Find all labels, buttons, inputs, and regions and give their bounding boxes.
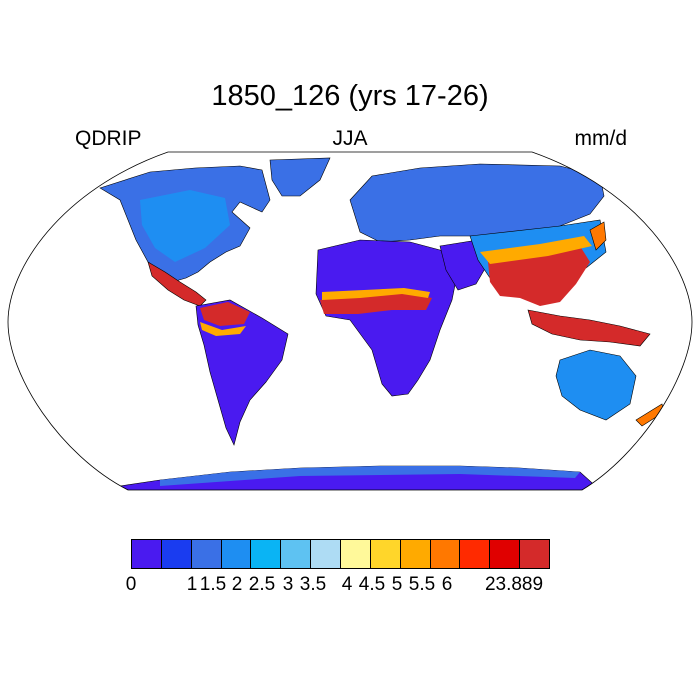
west-african-edge — [322, 288, 430, 300]
colorbar-tick-label: 0 — [125, 574, 137, 595]
antarctica-coast — [160, 466, 580, 486]
colorbar-box — [399, 539, 431, 569]
colorbar-box — [369, 539, 401, 569]
map-title: 1850_126 (yrs 17-26) — [211, 80, 489, 112]
land-fields — [99, 157, 665, 490]
maritime-continent — [527, 309, 651, 347]
colorbar-box — [280, 539, 312, 569]
colorbar-box — [220, 539, 252, 569]
colorbar-tick-label: 2.5 — [248, 574, 276, 595]
colorbar-box — [160, 539, 192, 569]
south-america — [195, 299, 289, 446]
greenland — [269, 157, 331, 197]
eurasia-north — [349, 163, 605, 243]
colorbar-box — [429, 539, 461, 569]
colorbar-box — [459, 539, 491, 569]
amazon-rain-band — [200, 302, 250, 326]
colorbar-tick-label: 3 — [282, 574, 294, 595]
colorbar-tick-label: 1 — [186, 574, 198, 595]
colorbar-box — [250, 539, 282, 569]
colorbar-box — [489, 539, 521, 569]
colorbar-box — [310, 539, 341, 569]
colorbar-tick-label: 3.5 — [299, 574, 327, 595]
japan — [589, 221, 607, 251]
north-america-interior — [140, 190, 230, 262]
colorbar-tick-label: 23.889 — [484, 574, 544, 595]
colorbar-tick-label: 2 — [231, 574, 243, 595]
colorbar-tick-label: 4 — [341, 574, 353, 595]
colorbar-tick-label: 6 — [441, 574, 453, 595]
map-frame — [7, 151, 693, 491]
colorbar-tick-label: 5 — [391, 574, 403, 595]
asian-monsoon — [488, 246, 590, 306]
new-zealand — [635, 403, 665, 427]
colorbar-box — [519, 539, 550, 569]
variable-label: QDRIP — [75, 127, 142, 150]
asian-monsoon-edge — [480, 236, 592, 264]
australia — [555, 349, 637, 421]
units-label: mm/d — [574, 127, 628, 150]
colorbar-tick-label: 5.5 — [408, 574, 436, 595]
central-america — [147, 261, 207, 307]
colorbar-box — [131, 539, 162, 569]
colorbar-tick-label: 1.5 — [199, 574, 227, 595]
colorbar-box — [340, 539, 371, 569]
colorbar-box — [190, 539, 222, 569]
amazon-edge — [200, 322, 246, 336]
season-label: JJA — [332, 127, 368, 150]
colorbar-tick-label: 4.5 — [358, 574, 386, 595]
africa — [315, 239, 461, 397]
